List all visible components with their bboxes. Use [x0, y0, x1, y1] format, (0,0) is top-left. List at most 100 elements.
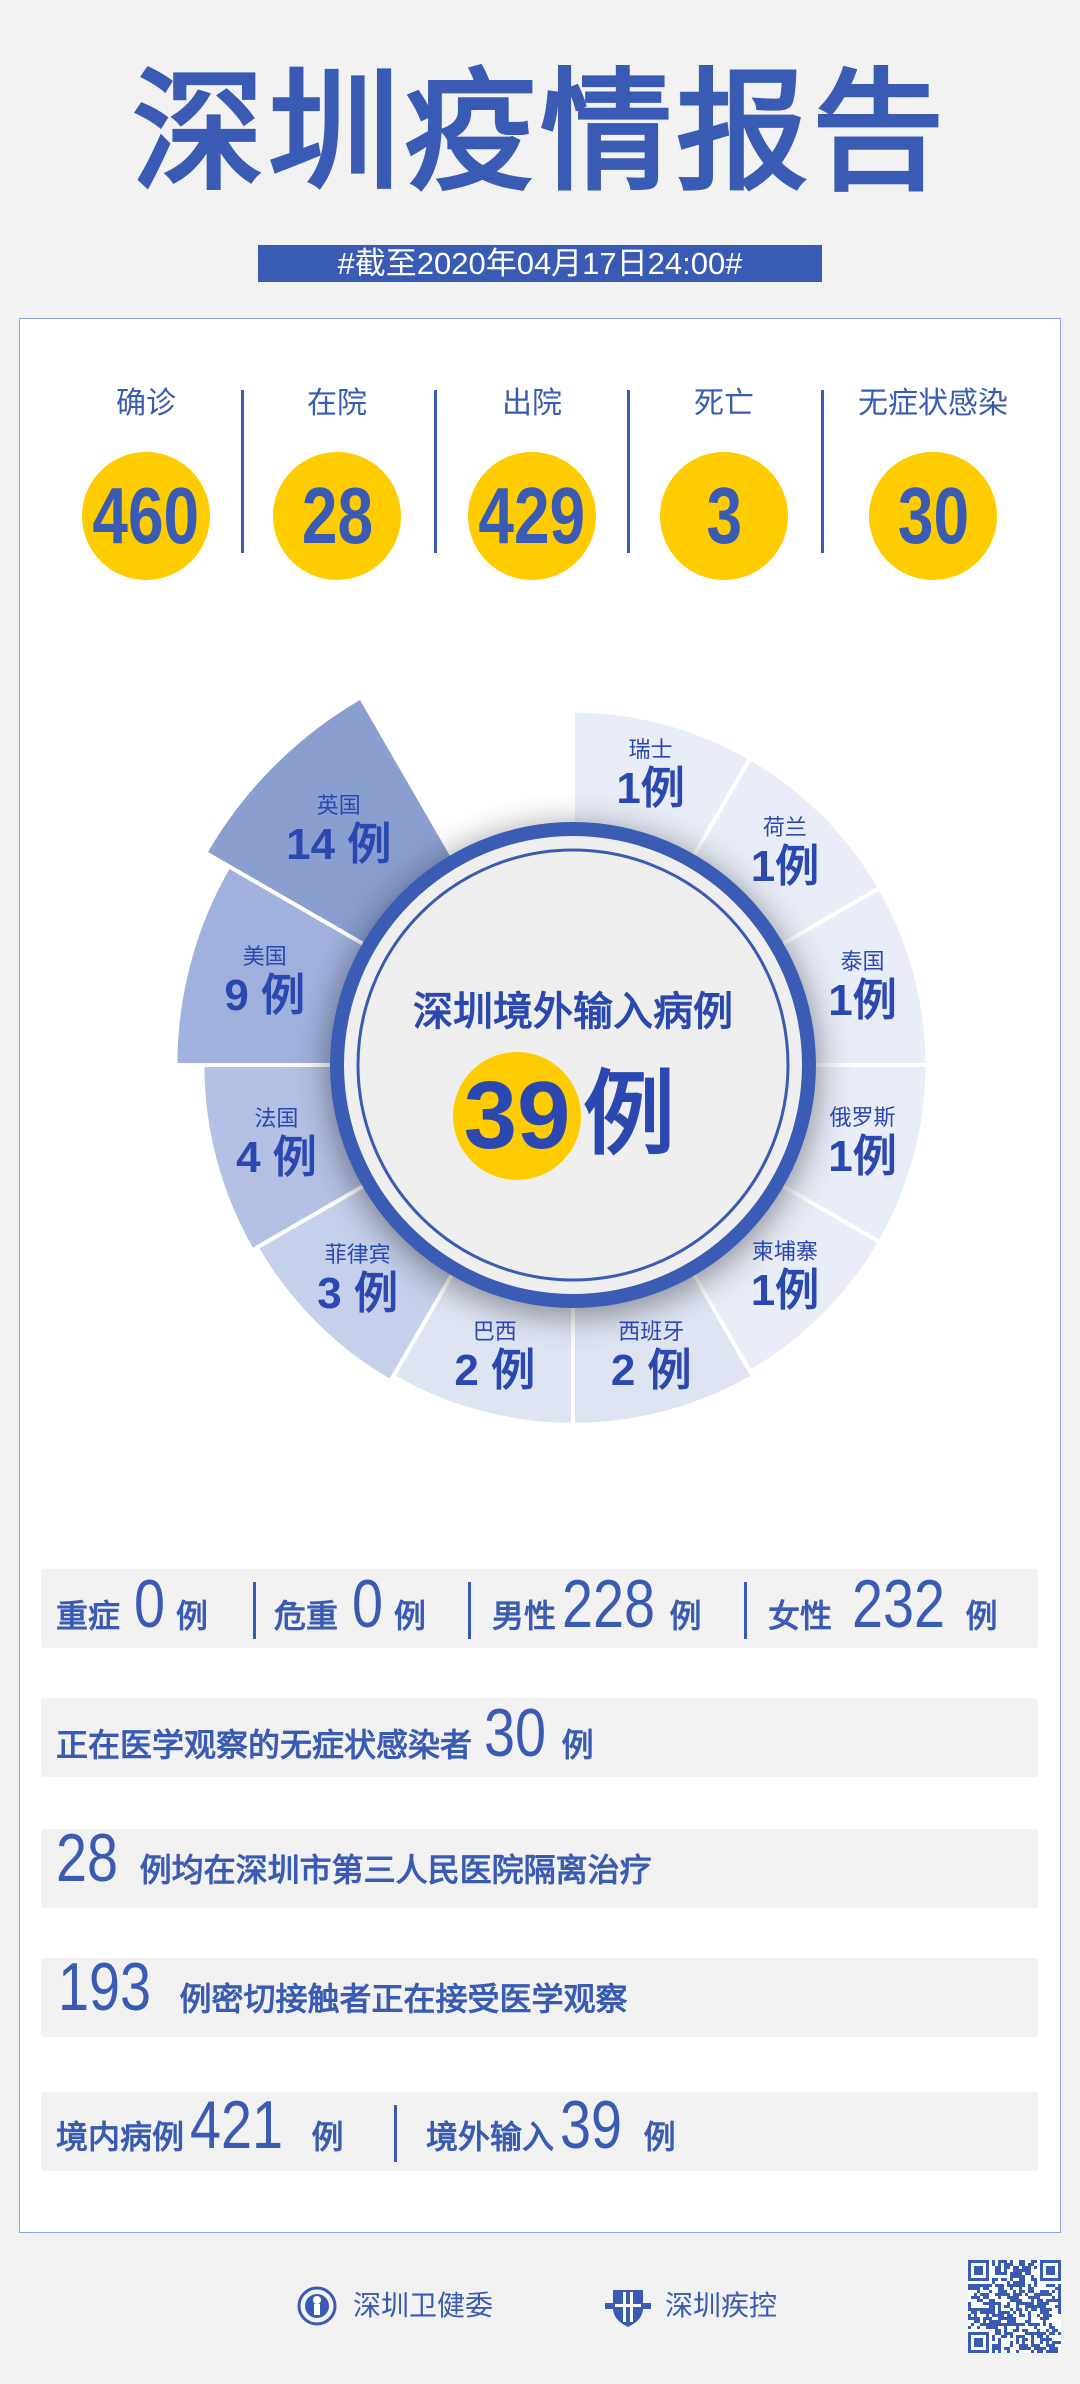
segment-value: 4 例 [236, 1133, 317, 1183]
divider [821, 390, 824, 553]
male-item: 男性 228 例 [492, 1565, 702, 1643]
label: 危重 [274, 1597, 339, 1635]
segment-value: 2 例 [610, 1345, 692, 1395]
stat-value: 460 [92, 471, 200, 560]
label: 境内病例 [56, 2118, 185, 2156]
cdc-logo-icon [605, 2290, 651, 2327]
stat-circle: 429 [468, 452, 596, 580]
segment-value: 1例 [828, 1131, 897, 1181]
stat-value: 28 [301, 471, 373, 560]
segment-label: 瑞士 1例 [616, 737, 684, 813]
divider [468, 1582, 471, 1639]
segment-country: 英国 [316, 793, 361, 819]
segment-label: 泰国 1例 [828, 949, 896, 1025]
value: 421 [190, 2087, 284, 2163]
value: 39 [560, 2087, 623, 2163]
label: 正在医学观察的无症状感染者 [56, 1726, 473, 1764]
row-content: 28 例均在深圳市第三人民医院隔离治疗 [56, 1819, 652, 1897]
row-content: 正在医学观察的无症状感染者 30 例 [56, 1694, 594, 1772]
segment-country: 瑞士 [628, 738, 673, 764]
chart-total: 39 [463, 1062, 571, 1169]
close-contacts-row: 193 例密切接触者正在接受医学观察 [41, 1949, 1038, 2037]
segment-country: 菲律宾 [324, 1243, 391, 1269]
segment-value: 2 例 [454, 1345, 536, 1395]
segment-country: 荷兰 [762, 816, 807, 842]
total-highlight-circle [453, 1052, 581, 1180]
segment-value: 1例 [828, 976, 897, 1026]
stat-label: 出院 [502, 386, 562, 421]
unit: 例 [393, 1597, 426, 1635]
stat-circle: 460 [82, 452, 210, 580]
text: 例均在深圳市第三人民医院隔离治疗 [139, 1851, 652, 1889]
segment-country: 俄罗斯 [829, 1105, 896, 1131]
segment-label: 荷兰 1例 [751, 815, 819, 891]
value: 193 [58, 1949, 152, 2025]
segment-value: 1例 [750, 1265, 820, 1315]
stat-discharged: 出院 429 [437, 384, 627, 580]
segment-value: 9 例 [224, 971, 306, 1021]
unit: 例 [311, 2118, 344, 2156]
severe-item: 重症 0 例 [56, 1565, 208, 1643]
center-inner-ring [356, 848, 790, 1282]
chart-total-unit: 例 [583, 1061, 676, 1168]
value: 0 [134, 1566, 166, 1642]
row-content: 193 例密切接触者正在接受医学观察 [58, 1948, 627, 2026]
value: 28 [56, 1820, 119, 1896]
value: 232 [852, 1566, 946, 1642]
chart-title: 深圳境外输入病例 [413, 989, 733, 1035]
stat-label: 死亡 [694, 386, 754, 421]
footer-org-health-commission: 深圳卫健委 [353, 2289, 494, 2322]
segment-value: 1例 [616, 764, 685, 814]
stat-label: 在院 [307, 386, 367, 421]
segment-label: 俄罗斯 1例 [828, 1105, 896, 1181]
stat-in-hospital: 在院 28 [242, 384, 432, 580]
segment-label: 柬埔寨 1例 [751, 1239, 819, 1315]
segment-label: 法国 4 例 [236, 1106, 317, 1182]
stat-value: 3 [706, 471, 742, 560]
segment-country: 泰国 [840, 950, 885, 976]
divider [394, 2105, 397, 2162]
unit: 例 [965, 1597, 998, 1635]
segment-label: 西班牙 2 例 [611, 1319, 692, 1395]
stat-value: 429 [478, 471, 586, 560]
divider [253, 1582, 256, 1639]
label: 境外输入 [426, 2118, 555, 2156]
divider [241, 390, 244, 553]
footer-org-cdc: 深圳疾控 [665, 2289, 778, 2322]
critical-item: 危重 0 例 [274, 1565, 426, 1643]
stat-label: 无症状感染 [858, 386, 1008, 421]
imported-item: 境外输入 39 例 [426, 2086, 676, 2164]
value: 30 [484, 1695, 547, 1771]
value: 228 [562, 1566, 656, 1642]
segment-label: 菲律宾 3 例 [317, 1242, 398, 1318]
unit: 例 [669, 1597, 702, 1635]
stat-circle: 30 [869, 452, 997, 580]
unit: 例 [175, 1597, 208, 1635]
segment-label: 巴西 2 例 [454, 1319, 535, 1395]
stat-confirmed: 确诊 460 [51, 384, 241, 580]
value: 0 [352, 1566, 384, 1642]
page-title: 深圳疫情报告 [132, 56, 948, 210]
qr-code-icon[interactable] [968, 2260, 1061, 2353]
segment-label: 美国 9 例 [224, 944, 305, 1020]
female-item: 女性 232 例 [768, 1565, 998, 1643]
asymptomatic-observation-row: 正在医学观察的无症状感染者 30 例 [41, 1695, 1038, 1777]
segment-value: 1例 [750, 842, 820, 892]
segment-country: 美国 [242, 945, 287, 971]
segment-label: 英国 14 例 [286, 793, 391, 869]
unit: 例 [643, 2118, 676, 2156]
date-banner: #截至2020年04月17日24:00# [258, 245, 822, 282]
segment-country: 西班牙 [618, 1319, 685, 1345]
stat-value: 30 [897, 471, 969, 560]
stat-asymptomatic: 无症状感染 30 [838, 384, 1028, 580]
divider [627, 390, 630, 553]
divider [434, 390, 437, 553]
local-imported-row: 境内病例 421 例 境外输入 39 例 [41, 2087, 1038, 2171]
label: 男性 [492, 1597, 557, 1635]
hospital-isolation-row: 28 例均在深圳市第三人民医院隔离治疗 [41, 1820, 1038, 1908]
health-commission-logo-icon [297, 2286, 337, 2326]
segment-country: 巴西 [472, 1319, 517, 1345]
imported-cases-rose-chart [173, 694, 930, 1427]
segment-country: 柬埔寨 [751, 1239, 818, 1265]
segment-value: 14 例 [286, 819, 392, 869]
